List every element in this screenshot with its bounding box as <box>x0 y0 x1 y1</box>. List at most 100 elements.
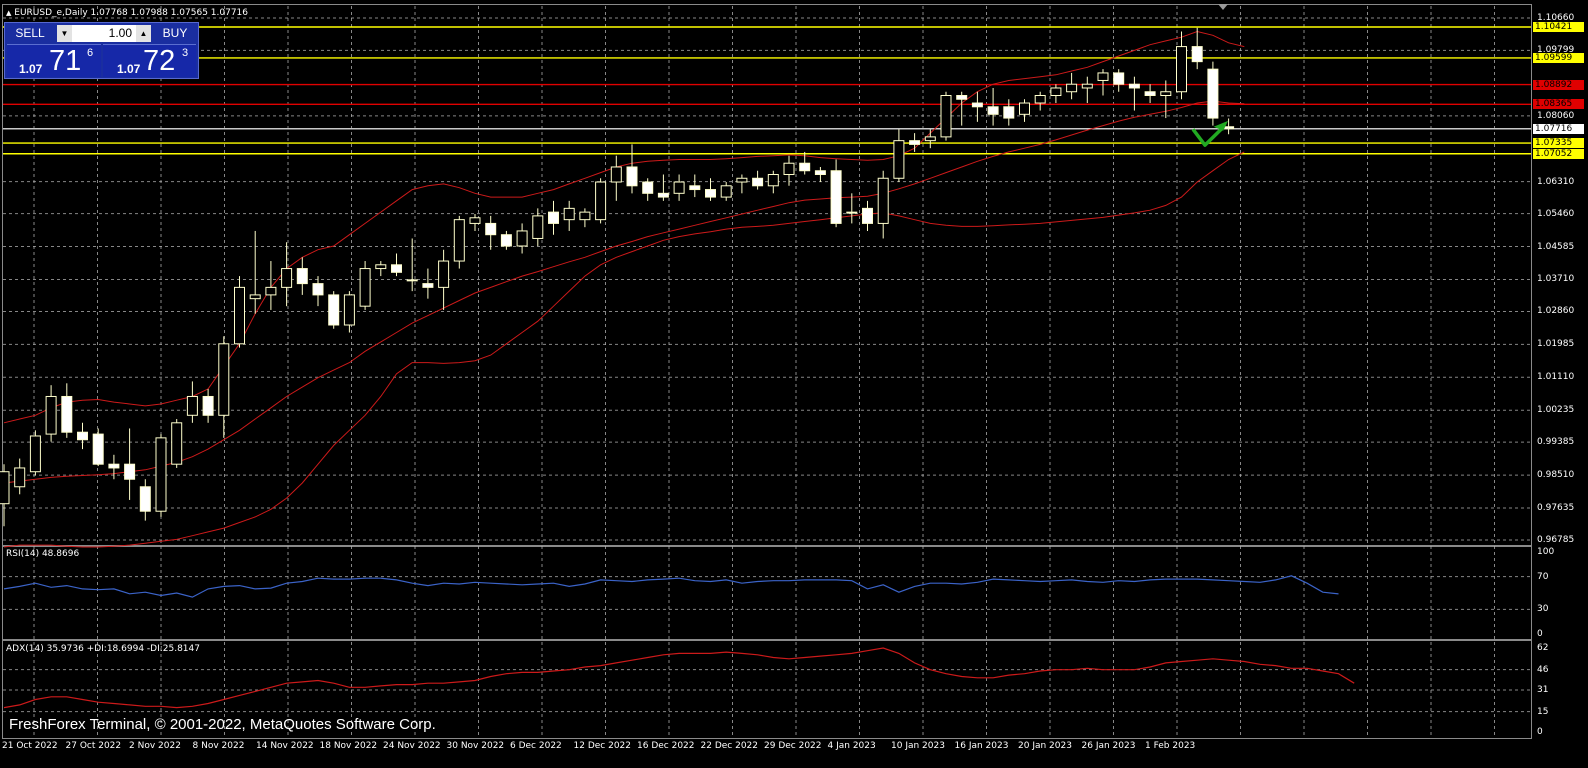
lot-size-stepper[interactable]: ▼ 1.00 ▲ <box>57 25 151 42</box>
candle-bear <box>909 140 921 145</box>
price-axis[interactable]: 1.10660 1.09799 1.08060 1.06310 1.05460 1.045… <box>1533 4 1588 545</box>
candle-bull <box>453 219 465 262</box>
candle-bear <box>296 268 308 285</box>
candle-bull <box>45 395 57 435</box>
candle-bear <box>1144 91 1156 97</box>
time-tick-label: 29 Dec 2022 <box>764 741 822 751</box>
collapse-icon[interactable]: ▲ <box>6 9 12 17</box>
candle-bull <box>406 279 418 282</box>
rsi-tick-label: 0 <box>1537 629 1543 639</box>
candle-bear <box>328 294 340 326</box>
time-tick-label: 4 Jan 2023 <box>827 741 876 751</box>
lot-decrease-icon[interactable]: ▼ <box>57 25 72 42</box>
candle-bull <box>186 395 198 416</box>
lot-size-input[interactable]: 1.00 <box>108 26 132 40</box>
candle-bull <box>1081 83 1093 89</box>
time-tick-label: 6 Dec 2022 <box>510 741 562 751</box>
sell-price-prefix: 1.07 <box>19 62 43 76</box>
price-level-tag: 1.08365 <box>1533 99 1584 110</box>
time-tick-label: 1 Feb 2023 <box>1145 741 1196 751</box>
candle-bear <box>689 185 701 191</box>
chart-shift-marker-icon[interactable] <box>1218 4 1228 10</box>
price-tick-label: 1.06310 <box>1537 176 1575 187</box>
candle-bear <box>1207 68 1219 119</box>
buy-price-prefix: 1.07 <box>117 62 141 76</box>
candle-bull <box>1034 95 1046 104</box>
candle-bull <box>29 435 41 473</box>
adx-tick-label: 46 <box>1537 664 1549 675</box>
candle-bull <box>595 181 607 221</box>
candle-bear <box>500 234 512 247</box>
rsi-axis: 100 70 30 0 <box>1533 546 1588 639</box>
bollinger-middle-line <box>3 100 1245 484</box>
candle-bull <box>783 162 795 176</box>
candle-bull <box>532 215 544 239</box>
price-tick-label: 1.02860 <box>1537 306 1575 317</box>
price-level-tag: 1.10421 <box>1533 21 1584 32</box>
bollinger-upper-line <box>3 30 1245 424</box>
candle-bear <box>1003 106 1015 119</box>
candle-bull <box>673 181 685 194</box>
adx-tick-label: 62 <box>1537 643 1549 653</box>
price-tick-label: 1.10660 <box>1537 13 1575 23</box>
price-tick-label: 0.98510 <box>1537 470 1575 481</box>
price-level-tag: 1.08892 <box>1533 79 1584 90</box>
candle-bear <box>956 95 968 100</box>
time-tick-label: 2 Nov 2022 <box>129 741 181 751</box>
candle-bull <box>1050 87 1062 97</box>
candle-bull <box>155 437 167 512</box>
candle-bull <box>1097 72 1109 81</box>
time-tick-label: 20 Jan 2023 <box>1018 741 1072 751</box>
adx-tick-label: 0 <box>1537 727 1543 737</box>
time-tick-label: 21 Oct 2022 <box>2 741 58 751</box>
candle-bull <box>720 185 732 198</box>
price-level-tag: 1.07335 <box>1533 138 1584 149</box>
price-tick-label: 1.05460 <box>1537 208 1575 219</box>
bollinger-lower-line <box>3 151 1245 548</box>
candle-bull <box>281 268 293 288</box>
one-click-trading-panel: SELL ▼ 1.00 ▲ BUY 1.07 71 6 1.07 72 3 <box>4 22 199 79</box>
sell-price-box[interactable]: 1.07 71 6 <box>7 44 101 77</box>
candle-bull <box>0 471 10 505</box>
candle-bear <box>312 283 324 296</box>
candle-bear <box>657 192 669 198</box>
time-tick-label: 16 Jan 2023 <box>954 741 1009 751</box>
candle-bear <box>971 102 983 108</box>
candle-bear <box>202 395 214 416</box>
time-tick-label: 8 Nov 2022 <box>192 741 245 751</box>
sell-price-big: 71 <box>49 45 82 77</box>
price-tick-label: 1.01985 <box>1537 339 1575 350</box>
adx-tick-label: 31 <box>1537 685 1549 695</box>
price-chart-panel[interactable] <box>2 4 1532 546</box>
rsi-label: RSI(14) 48.8696 <box>6 549 80 559</box>
lot-increase-icon[interactable]: ▲ <box>136 25 151 42</box>
candle-bull <box>249 294 261 300</box>
price-tick-label: 1.04585 <box>1537 241 1575 252</box>
buy-button[interactable]: BUY <box>162 26 188 40</box>
forecast-arrow-icon <box>1191 126 1225 147</box>
candle-bull <box>579 211 591 221</box>
candle-bull <box>516 230 528 247</box>
sell-button[interactable]: SELL <box>15 26 45 40</box>
candle-bear <box>1223 126 1235 130</box>
time-tick-label: 22 Dec 2022 <box>700 741 759 751</box>
price-tick-label: 1.03710 <box>1537 274 1575 285</box>
candle-bull <box>736 177 748 183</box>
candle-bull <box>375 264 387 270</box>
candle-bull <box>940 95 952 138</box>
buy-price-big: 72 <box>143 45 176 77</box>
candle-bull <box>265 286 277 296</box>
rsi-panel[interactable] <box>2 546 1532 640</box>
candle-bear <box>108 463 120 469</box>
candle-bull <box>438 260 450 288</box>
adx-line <box>3 647 1355 709</box>
price-tick-label: 1.01110 <box>1537 372 1575 383</box>
candle-bear <box>391 264 402 273</box>
symbol-info-label: ▲ EURUSD_e,Daily 1.07768 1.07988 1.07565… <box>6 8 249 18</box>
time-tick-label: 16 Dec 2022 <box>637 741 695 751</box>
buy-price-box[interactable]: 1.07 72 3 <box>103 44 196 77</box>
candle-bear <box>862 207 873 224</box>
candle-bull <box>924 136 936 142</box>
sell-price-sup: 6 <box>87 47 94 59</box>
